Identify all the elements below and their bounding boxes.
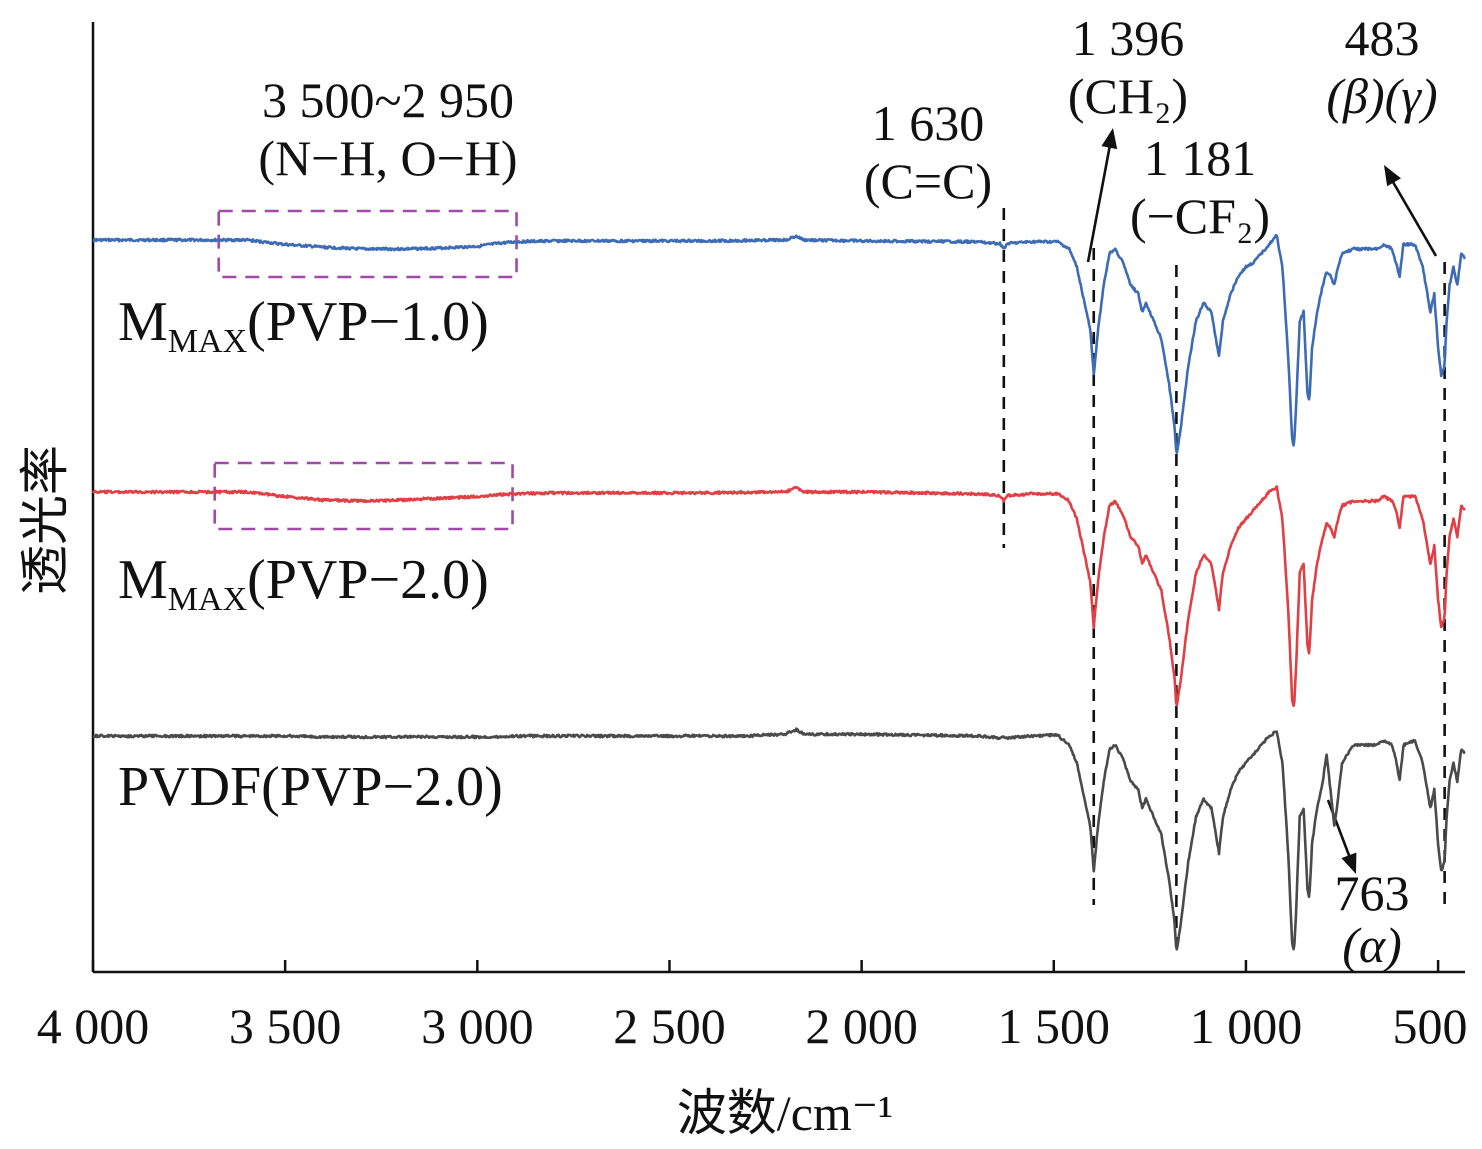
x-tick-label-3000: 3 000 (421, 998, 534, 1054)
series-labels: MMAX(PVP−1.0) MMAX(PVP−2.0) PVDF(PVP−2.0) (118, 291, 503, 818)
annotations: 3 500~2 950(N−H, O−H) 1 630(C=C) 1 396(CH₂… (213, 10, 1446, 973)
arrow-head-763 (1341, 852, 1357, 874)
series-label-1: MMAX(PVP−1.0) (118, 291, 489, 360)
x-tick-label-1500: 1 500 (998, 998, 1111, 1054)
y-axis-label: 透光率 (17, 445, 73, 595)
annotation-nh-oh-group: (N−H, O−H) (258, 130, 517, 186)
series-label-2: MMAX(PVP−2.0) (118, 549, 489, 618)
x-ticks: 4 000 3 500 3 000 2 500 2 000 1 500 1 000 500 (37, 960, 1468, 1054)
x-tick-label-2000: 2 000 (805, 998, 918, 1054)
arrow-head-483 (1384, 165, 1401, 187)
annotation-1396-value: 1 396 (1072, 10, 1185, 66)
x-tick-label-1000: 1 000 (1190, 998, 1303, 1054)
arrow-1396 (1086, 144, 1112, 263)
x-tick-label-3500: 3 500 (229, 998, 342, 1054)
x-tick-label-2500: 2 500 (613, 998, 726, 1054)
arrow-head-1396 (1101, 128, 1118, 150)
annotation-nh-oh-value: 3 500~2 950 (262, 72, 514, 128)
annotation-1181-group: (−CF₂) (1130, 188, 1270, 244)
series-label-3: PVDF(PVP−2.0) (118, 756, 503, 818)
annotation-763-group: (α) (1342, 917, 1402, 973)
annotation-1630-value: 1 630 (872, 95, 985, 151)
annotation-483-group: (β)(γ) (1326, 68, 1437, 124)
band-box-1 (217, 209, 518, 279)
series-line-1 (92, 233, 1467, 454)
series-line-2 (91, 485, 1466, 708)
x-axis-label: 波数/cm⁻¹ (677, 1085, 893, 1141)
series-group (91, 233, 1467, 951)
x-tick-label-500: 500 (1393, 998, 1468, 1054)
annotation-1630-group: (C=C) (864, 153, 992, 209)
annotation-1181-value: 1 181 (1144, 130, 1257, 186)
annotation-483-value: 483 (1345, 10, 1420, 66)
series-line-3 (92, 727, 1466, 951)
annotation-763-value: 763 (1335, 865, 1410, 921)
arrow-483 (1391, 181, 1438, 257)
x-tick-label-4000: 4 000 (37, 998, 150, 1054)
annotation-1396-group: (CH₂) (1068, 68, 1188, 124)
